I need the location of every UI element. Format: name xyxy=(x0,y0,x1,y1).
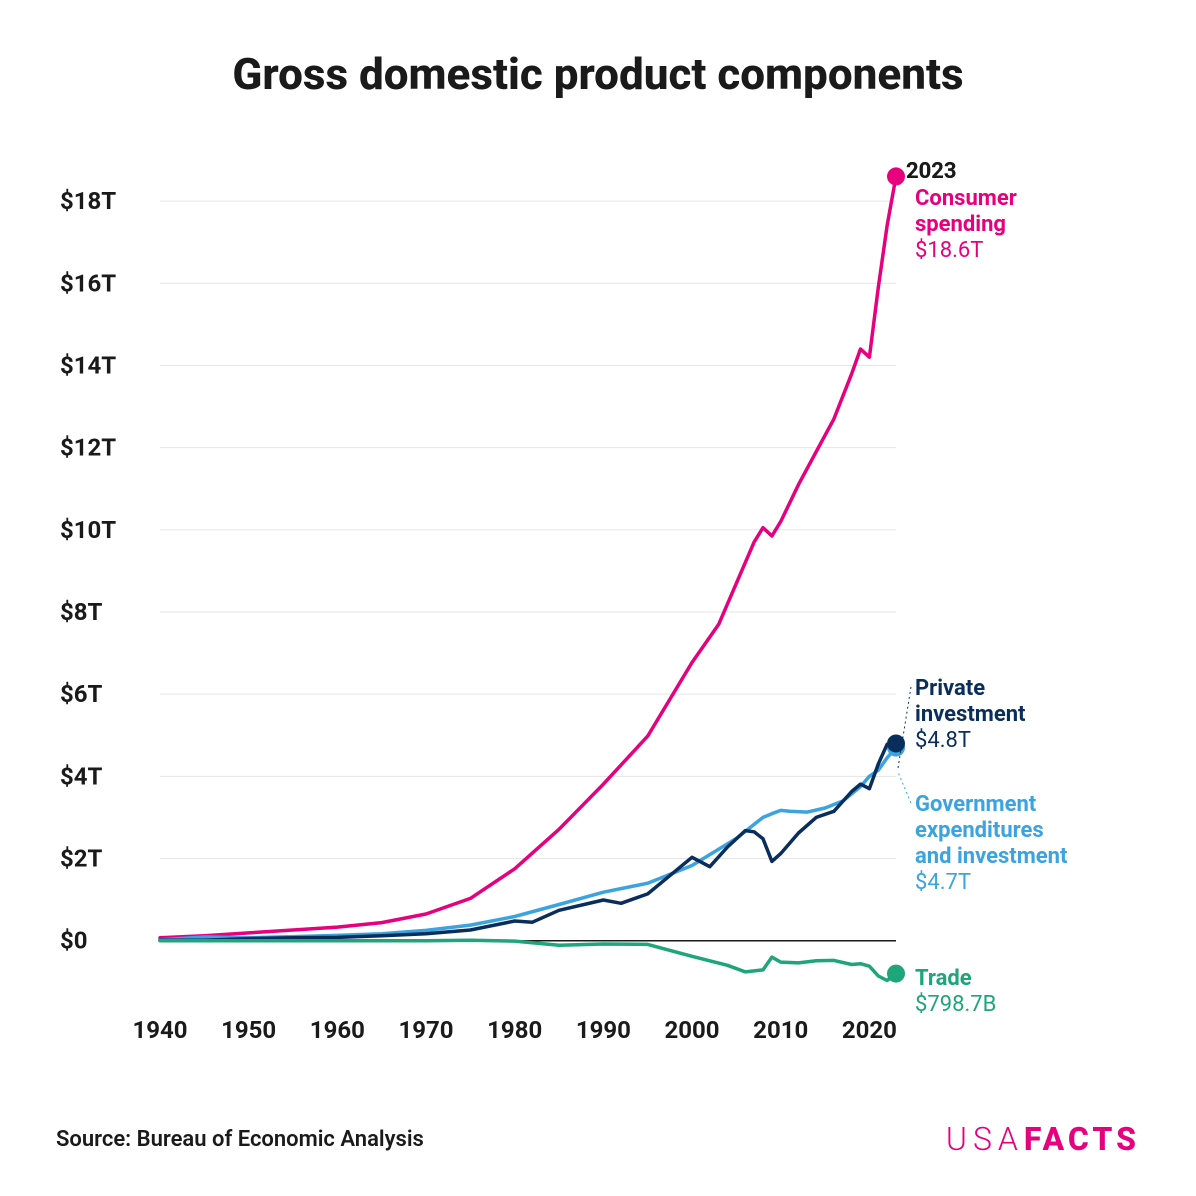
chart-svg: $0 $2T $4T $6T $8T $10T $12T $14T $16T $18T 1940 19… xyxy=(60,130,1136,1060)
svg-text:$10T: $10T xyxy=(60,516,116,544)
source-text: Source: Bureau of Economic Analysis xyxy=(56,1127,424,1152)
svg-text:$18T: $18T xyxy=(60,187,116,215)
chart-area: $0 $2T $4T $6T $8T $10T $12T $14T $16T $18T 1940 19… xyxy=(60,130,1136,1060)
svg-text:1980: 1980 xyxy=(487,1016,542,1044)
svg-text:1960: 1960 xyxy=(310,1016,365,1044)
svg-text:2023: 2023 xyxy=(906,159,957,184)
svg-text:Government: Government xyxy=(915,792,1037,817)
svg-text:1970: 1970 xyxy=(398,1016,453,1044)
svg-text:expenditures: expenditures xyxy=(915,818,1044,843)
svg-text:$2T: $2T xyxy=(60,845,103,873)
svg-text:2000: 2000 xyxy=(665,1016,720,1044)
svg-text:Trade: Trade xyxy=(915,966,972,991)
svg-text:$12T: $12T xyxy=(60,434,116,462)
svg-text:$8T: $8T xyxy=(60,598,103,626)
svg-text:$16T: $16T xyxy=(60,269,116,297)
logo: USAFACTS xyxy=(946,1120,1140,1158)
chart-title: Gross domestic product components xyxy=(0,48,1196,100)
logo-usa: USA xyxy=(946,1120,1024,1158)
svg-text:1940: 1940 xyxy=(132,1016,187,1044)
svg-text:2020: 2020 xyxy=(842,1016,897,1044)
svg-text:$4T: $4T xyxy=(60,762,103,790)
logo-facts: FACTS xyxy=(1024,1120,1140,1158)
svg-text:2010: 2010 xyxy=(753,1016,808,1044)
svg-text:$798.7B: $798.7B xyxy=(915,992,996,1017)
svg-text:1950: 1950 xyxy=(221,1016,276,1044)
svg-text:$4.8T: $4.8T xyxy=(915,728,971,753)
svg-text:$6T: $6T xyxy=(60,680,103,708)
svg-text:investment: investment xyxy=(915,702,1026,727)
svg-text:and investment: and investment xyxy=(915,844,1068,869)
svg-text:spending: spending xyxy=(915,212,1006,237)
svg-text:Consumer: Consumer xyxy=(915,186,1017,211)
svg-text:1990: 1990 xyxy=(576,1016,631,1044)
svg-text:$4.7T: $4.7T xyxy=(915,870,971,895)
svg-text:$18.6T: $18.6T xyxy=(915,238,983,263)
svg-text:Private: Private xyxy=(915,676,985,701)
svg-text:$0: $0 xyxy=(60,927,88,955)
svg-text:$14T: $14T xyxy=(60,351,116,379)
